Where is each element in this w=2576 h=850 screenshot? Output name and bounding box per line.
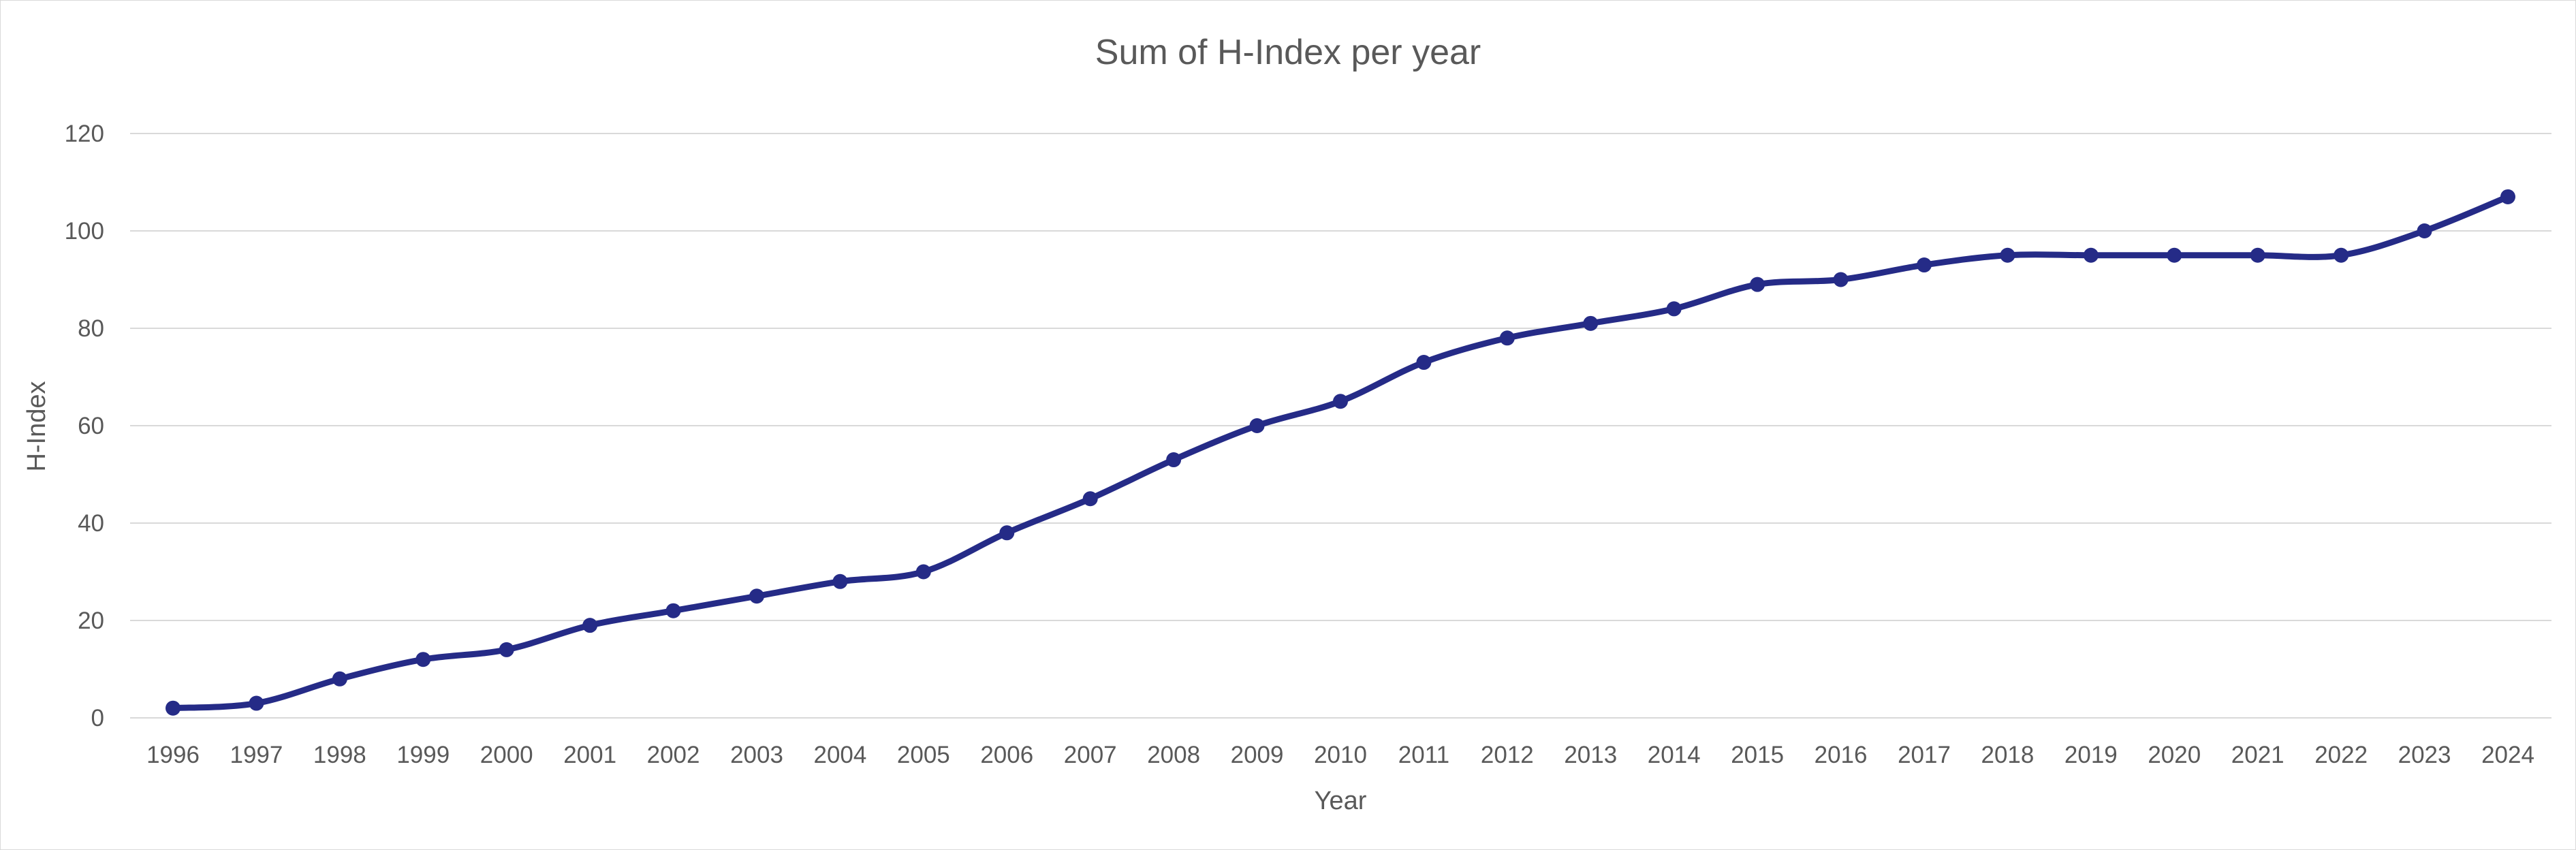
x-tick-label: 2014 (1648, 742, 1701, 768)
data-point-2022 (2334, 247, 2349, 263)
x-tick-label: 2006 (980, 742, 1033, 768)
data-point-2016 (1833, 272, 1849, 287)
y-tick-label: 80 (78, 315, 104, 342)
x-tick-label: 2005 (897, 742, 950, 768)
y-tick-label: 120 (65, 121, 104, 147)
data-point-2024 (2500, 189, 2515, 204)
x-tick-label: 2002 (647, 742, 700, 768)
data-point-2005 (915, 564, 931, 580)
x-tick-label: 1997 (230, 742, 283, 768)
x-tick-label: 1998 (313, 742, 366, 768)
data-point-2006 (999, 525, 1015, 541)
series-line (170, 193, 2511, 712)
y-axis-title: H-Index (22, 381, 51, 471)
x-tick-label: 2007 (1064, 742, 1117, 768)
data-point-2002 (665, 603, 681, 618)
x-tick-label: 2000 (480, 742, 533, 768)
data-point-1999 (415, 652, 431, 667)
x-tick-label: 1996 (146, 742, 200, 768)
x-tick-label: 2022 (2314, 742, 2368, 768)
data-point-2019 (2083, 247, 2099, 263)
x-tick-label: 2010 (1314, 742, 1367, 768)
data-point-2010 (1333, 394, 1348, 409)
y-tick-label: 20 (78, 608, 104, 634)
data-point-2000 (499, 642, 514, 657)
x-tick-label: 2016 (1815, 742, 1868, 768)
x-tick-label: 2019 (2064, 742, 2118, 768)
data-point-2023 (2417, 223, 2432, 238)
x-tick-label: 1999 (396, 742, 450, 768)
gridlines (130, 133, 2551, 719)
y-tick-label: 0 (91, 705, 104, 731)
x-tick-label: 2024 (2481, 742, 2534, 768)
data-point-2003 (749, 588, 764, 604)
data-point-2018 (2000, 247, 2015, 263)
data-point-1998 (332, 671, 347, 687)
data-point-2001 (582, 618, 598, 633)
x-axis-title: Year (1315, 787, 1367, 815)
y-tick-label: 100 (65, 218, 104, 245)
x-axis-ticks: 1996 1997 1998 1999 2000 2001 2002 2003 2004 2005… (146, 742, 2534, 768)
x-tick-label: 2011 (1398, 742, 1449, 768)
x-tick-label: 2013 (1564, 742, 1617, 768)
x-tick-label: 2015 (1731, 742, 1784, 768)
data-point-2015 (1750, 277, 1765, 292)
x-tick-label: 2009 (1231, 742, 1284, 768)
x-tick-label: 2003 (730, 742, 783, 768)
x-tick-label: 2017 (1898, 742, 1951, 768)
data-markers (166, 189, 2515, 716)
x-tick-label: 2001 (563, 742, 616, 768)
data-point-2007 (1082, 491, 1098, 507)
x-tick-label: 2012 (1481, 742, 1534, 768)
data-point-2011 (1416, 355, 1432, 371)
data-point-2008 (1166, 452, 1182, 468)
y-tick-label: 60 (78, 413, 104, 439)
data-point-2020 (2167, 247, 2182, 263)
x-tick-label: 2018 (1981, 742, 2034, 768)
data-point-2004 (832, 573, 848, 589)
x-tick-label: 2023 (2398, 742, 2451, 768)
y-tick-label: 40 (78, 510, 104, 537)
data-point-2013 (1583, 315, 1599, 331)
chart-title: Sum of H-Index per year (1095, 33, 1481, 72)
data-point-1997 (249, 695, 264, 711)
x-tick-label: 2020 (2148, 742, 2201, 768)
data-point-2017 (1917, 257, 1932, 273)
x-tick-label: 2004 (813, 742, 866, 768)
x-tick-label: 2008 (1147, 742, 1200, 768)
data-point-2012 (1499, 330, 1515, 346)
data-point-2009 (1249, 418, 1265, 433)
y-axis-ticks: 0 20 40 60 80 100 120 (65, 121, 104, 731)
data-point-2021 (2250, 247, 2265, 263)
data-point-2014 (1666, 301, 1682, 317)
x-tick-label: 2021 (2231, 742, 2284, 768)
data-point-1996 (166, 700, 180, 716)
